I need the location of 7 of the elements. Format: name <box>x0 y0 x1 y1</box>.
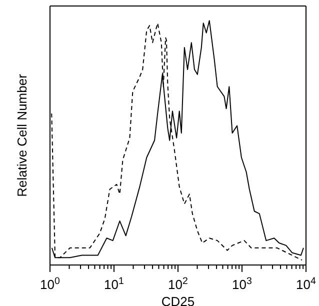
x-tick-label: 10$^{1}$ <box>104 276 124 292</box>
x-tick-label: 10$^{0}$ <box>40 276 61 292</box>
x-axis-title: CD25 <box>161 294 195 306</box>
x-tick-label: 10$^{2}$ <box>168 276 188 292</box>
x-tick-label: 10$^{4}$ <box>296 276 317 292</box>
y-axis-title: Relative Cell Number <box>14 73 30 197</box>
x-tick-label: 10$^{3}$ <box>232 276 252 292</box>
